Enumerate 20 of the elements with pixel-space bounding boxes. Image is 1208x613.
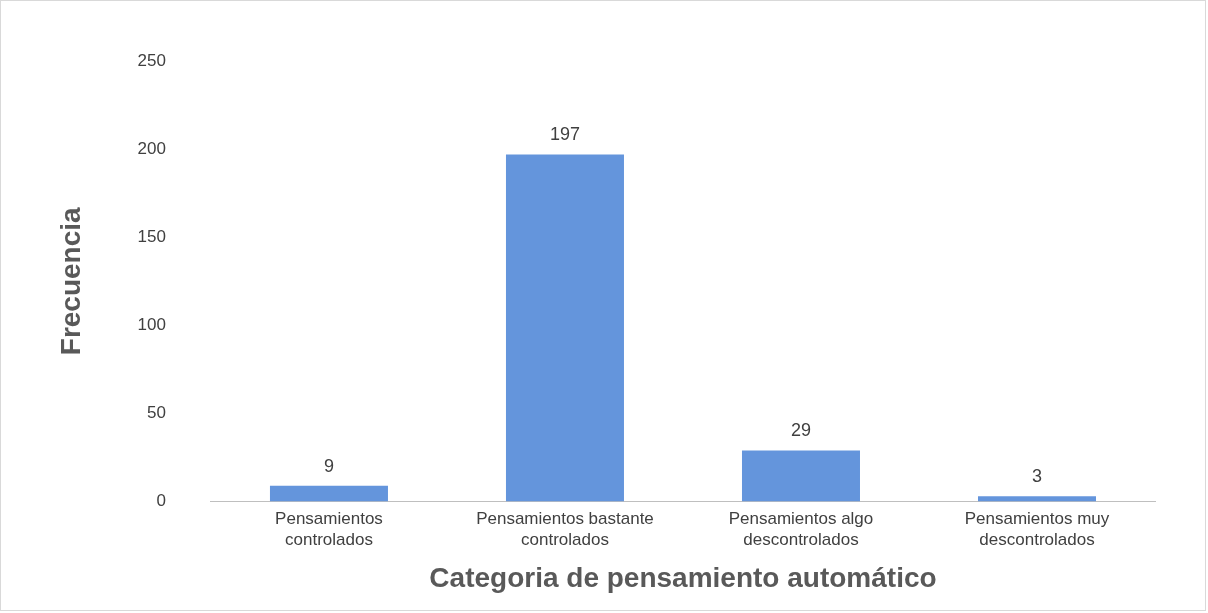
x-tick-label: Pensamientos controlados xyxy=(275,509,383,549)
y-tick-label: 200 xyxy=(137,138,166,158)
x-tick-label: Pensamientos muy descontrolados xyxy=(964,509,1110,549)
y-tick-label: 150 xyxy=(137,226,166,246)
bar xyxy=(505,154,624,502)
x-axis-title: Categoria de pensamiento automático xyxy=(429,561,937,593)
bar xyxy=(269,485,388,502)
y-tick-label: 50 xyxy=(147,403,166,423)
y-axis-title: Frecuencia xyxy=(54,206,86,356)
y-tick-label: 100 xyxy=(137,315,166,335)
data-label: 9 xyxy=(323,455,334,476)
x-tick-label: Pensamientos bastante controlados xyxy=(476,509,654,549)
data-label: 197 xyxy=(549,124,580,145)
y-tick-label: 0 xyxy=(156,491,166,511)
data-label: 29 xyxy=(790,420,811,441)
y-tick-label: 250 xyxy=(137,50,166,70)
x-tick-label: Pensamientos algo descontrolados xyxy=(728,509,874,549)
data-label: 3 xyxy=(1031,466,1042,487)
bar xyxy=(741,450,860,502)
bar xyxy=(977,496,1096,502)
